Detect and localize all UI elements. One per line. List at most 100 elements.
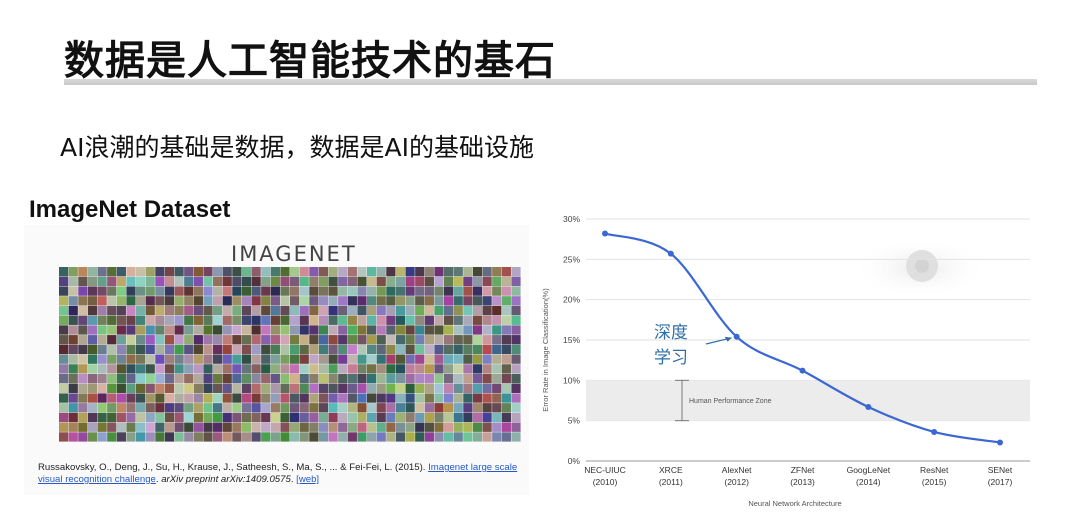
mosaic-tile: [107, 383, 117, 393]
mosaic-tile: [87, 403, 98, 413]
mosaic-tile: [261, 315, 271, 325]
mosaic-tile: [482, 335, 492, 345]
mosaic-tile: [270, 267, 280, 277]
mosaic-tile: [386, 364, 396, 374]
mosaic-tile: [222, 335, 232, 345]
mosaic-tile: [107, 403, 117, 413]
mosaic-tile: [347, 325, 357, 335]
mosaic-tile: [241, 344, 252, 355]
mosaic-tile: [155, 354, 165, 364]
mosaic-tile: [155, 305, 165, 316]
mosaic-tile: [338, 325, 348, 335]
mosaic-tile: [482, 422, 492, 432]
mosaic-tile: [280, 296, 290, 306]
mosaic-tile: [415, 432, 425, 442]
x-tick-year: (2012): [724, 477, 749, 487]
mosaic-tile: [318, 432, 329, 442]
mosaic-tile: [164, 305, 175, 316]
mosaic-tile: [357, 286, 367, 296]
mosaic-tile: [78, 315, 88, 325]
mosaic-tile: [376, 432, 386, 442]
mosaic-tile: [415, 305, 425, 316]
mosaic-tile: [280, 364, 290, 374]
mosaic-tile: [116, 364, 126, 374]
mosaic-tile: [174, 403, 184, 413]
citation-web-link[interactable]: [web]: [296, 474, 320, 485]
mosaic-tile: [338, 315, 348, 325]
mosaic-tile: [472, 393, 483, 403]
mosaic-tile: [415, 403, 425, 413]
mosaic-tile: [59, 344, 69, 355]
mosaic-tile: [145, 373, 155, 384]
mosaic-tile: [472, 276, 483, 287]
mosaic-tile: [482, 325, 492, 335]
mosaic-tile: [367, 305, 377, 316]
mosaic-tile: [492, 364, 502, 374]
mosaic-tile: [328, 403, 338, 413]
mosaic-tile: [347, 412, 357, 423]
x-tick-year: (2015): [922, 477, 947, 487]
mosaic-tile: [367, 335, 377, 345]
mosaic-tile: [107, 335, 117, 345]
mosaic-tile: [434, 393, 444, 403]
mosaic-tile: [299, 335, 309, 345]
mosaic-tile: [444, 335, 454, 345]
mosaic-tile: [261, 422, 271, 432]
mosaic-tile: [97, 393, 107, 403]
mosaic-tile: [492, 393, 502, 403]
title-underline: [64, 79, 1037, 85]
mosaic-tile: [492, 335, 502, 345]
mosaic-tile: [463, 364, 473, 374]
mosaic-tile: [241, 325, 252, 335]
mosaic-tile: [492, 383, 502, 393]
mosaic-tile: [338, 286, 348, 296]
mosaic-tile: [492, 344, 502, 355]
mosaic-tile: [164, 296, 175, 306]
mosaic-tile: [501, 373, 511, 384]
mosaic-tile: [116, 422, 126, 432]
mosaic-tile: [251, 286, 261, 296]
mosaic-tile: [395, 364, 406, 374]
mosaic-tile: [367, 296, 377, 306]
mosaic-tile: [184, 383, 194, 393]
mosaic-tile: [251, 412, 261, 423]
mosaic-tile: [463, 296, 473, 306]
mosaic-tile: [78, 305, 88, 316]
mosaic-tile: [318, 305, 329, 316]
mosaic-tile: [318, 364, 329, 374]
band-label: Human Performance Zone: [689, 398, 772, 405]
mosaic-tile: [338, 364, 348, 374]
mosaic-tile: [405, 422, 415, 432]
mosaic-tile: [424, 276, 434, 287]
mosaic-tile: [136, 403, 146, 413]
mosaic-tile: [415, 383, 425, 393]
mosaic-tile: [78, 373, 88, 384]
citation-paper-link[interactable]: Imagenet large scale visual recognition …: [38, 462, 518, 485]
mosaic-tile: [367, 393, 377, 403]
mosaic-tile: [367, 403, 377, 413]
mosaic-tile: [251, 373, 261, 384]
mosaic-tile: [492, 412, 502, 423]
mosaic-tile: [318, 296, 329, 306]
mosaic-tile: [184, 354, 194, 364]
mosaic-tile: [453, 422, 463, 432]
mosaic-tile: [78, 344, 88, 355]
mosaic-tile: [280, 325, 290, 335]
mosaic-tile: [68, 305, 78, 316]
mosaic-tile: [232, 344, 242, 355]
mosaic-tile: [116, 383, 126, 393]
mosaic-tile: [87, 393, 98, 403]
mosaic-tile: [270, 422, 280, 432]
mosaic-tile: [232, 373, 242, 384]
mosaic-tile: [107, 373, 117, 384]
mosaic-tile: [453, 335, 463, 345]
mosaic-tile: [241, 267, 252, 277]
mosaic-tile: [184, 422, 194, 432]
mosaic-tile: [405, 373, 415, 384]
mosaic-tile: [145, 354, 155, 364]
mosaic-tile: [386, 315, 396, 325]
mosaic-tile: [203, 354, 213, 364]
mosaic-tile: [463, 412, 473, 423]
mosaic-tile: [261, 432, 271, 442]
mosaic-tile: [386, 432, 396, 442]
